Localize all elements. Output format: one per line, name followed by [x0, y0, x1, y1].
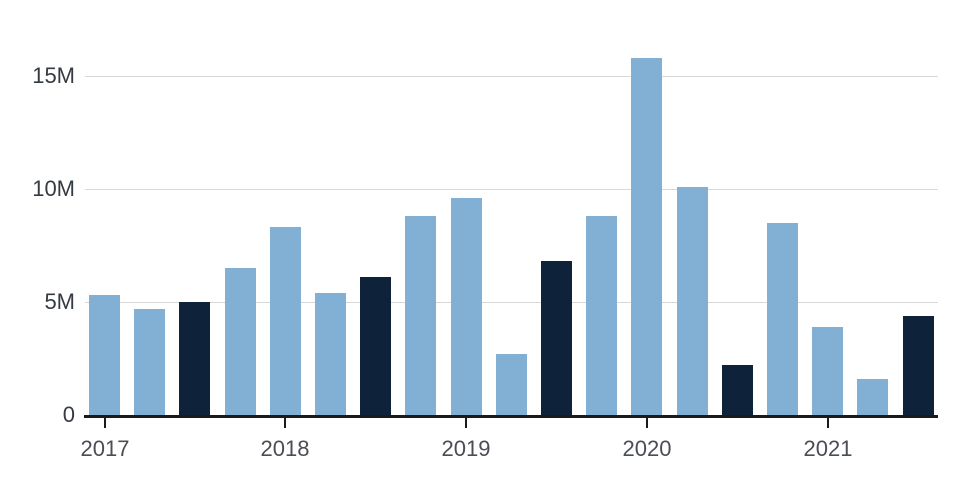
gridline-15M — [85, 76, 938, 77]
bar — [315, 293, 346, 415]
bar — [270, 227, 301, 415]
x-tick-label: 2018 — [260, 436, 310, 461]
y-tick-label: 10M — [32, 176, 75, 201]
x-tick-mark — [465, 418, 467, 428]
bar — [586, 216, 617, 415]
bar — [496, 354, 527, 415]
bar — [134, 309, 165, 415]
bar — [857, 379, 888, 415]
bar — [405, 216, 436, 415]
bar — [225, 268, 256, 415]
bar — [767, 223, 798, 415]
bar — [89, 295, 120, 415]
x-tick-mark — [827, 418, 829, 428]
bar-highlight — [903, 316, 934, 415]
bar — [677, 187, 708, 415]
x-axis-line — [84, 415, 938, 418]
x-tick-mark — [646, 418, 648, 428]
gridline-5M — [85, 302, 938, 303]
x-tick-label: 2019 — [441, 436, 491, 461]
bar — [812, 327, 843, 415]
x-tick-label: 2020 — [622, 436, 672, 461]
bar-highlight — [179, 302, 210, 415]
bar-highlight — [541, 261, 572, 415]
y-tick-label: 15M — [32, 63, 75, 88]
bar-highlight — [722, 365, 753, 415]
x-tick-mark — [104, 418, 106, 428]
bar — [451, 198, 482, 415]
x-tick-mark — [284, 418, 286, 428]
x-tick-label: 2017 — [80, 436, 130, 461]
y-tick-label: 5M — [44, 289, 75, 314]
x-tick-label: 2021 — [803, 436, 853, 461]
bar-highlight — [360, 277, 391, 415]
gridline-10M — [85, 189, 938, 190]
bar — [631, 58, 662, 415]
y-tick-label: 0 — [62, 402, 75, 427]
